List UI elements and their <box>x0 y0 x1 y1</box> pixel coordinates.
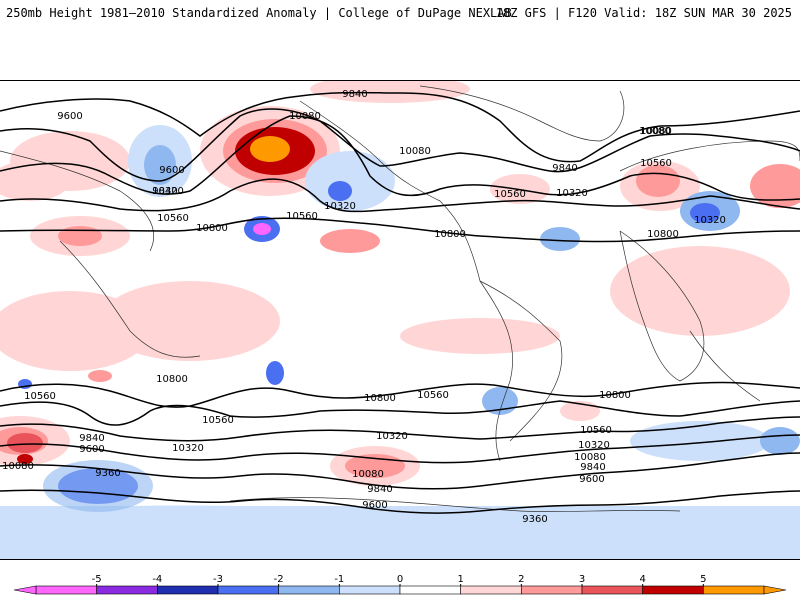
contour-label: 10560 <box>286 211 318 222</box>
height-contours <box>0 91 800 514</box>
contour-label: 9360 <box>522 514 547 525</box>
contour-label: 10560 <box>202 415 234 426</box>
contour-label: 9600 <box>159 165 184 176</box>
anomaly-shading <box>0 81 800 559</box>
contour-label: 10320 <box>556 188 588 199</box>
colorbar-segment <box>217 585 279 595</box>
colorbar-segment <box>339 585 401 595</box>
contour-label: 9600 <box>579 474 604 485</box>
colorbar-arrow-low <box>13 585 37 595</box>
contour-label: 10320 <box>694 215 726 226</box>
colorbar-tick-label: -4 <box>152 574 162 585</box>
contour-label: 10320 <box>578 440 610 451</box>
colorbar-segment <box>642 585 704 595</box>
anomaly-map: 9840 9600 10080 10080 9600 9840 10320 10… <box>0 81 800 559</box>
contour-label: 10560 <box>640 158 672 169</box>
contour-label: 10800 <box>156 374 188 385</box>
contour-label: 10080 <box>574 452 606 463</box>
contour-label: 10320 <box>172 443 204 454</box>
contour-label: 10800 <box>196 223 228 234</box>
colorbar-tick-label: 5 <box>700 574 706 585</box>
contour-label: 10560 <box>24 391 56 402</box>
contour-label: 10800 <box>364 393 396 404</box>
contour-label: 10080 <box>639 126 671 137</box>
contour-label: 9840 <box>342 89 367 100</box>
contour-label: 9840 <box>152 186 177 197</box>
colorbar-tick-label: -5 <box>92 574 102 585</box>
contour-label: 10560 <box>580 425 612 436</box>
contour-label: 10800 <box>599 390 631 401</box>
colorbar-segment <box>157 585 219 595</box>
contour-label: 10560 <box>157 213 189 224</box>
colorbar-segment <box>96 585 158 595</box>
colorbar-segment <box>581 585 643 595</box>
contour-label: 10320 <box>376 431 408 442</box>
colorbar-labels: -5 -4 -3 -2 -1 0 1 2 3 4 5 <box>92 574 707 585</box>
colorbar-segments <box>13 585 787 595</box>
model-run-label: 18Z GFS | F120 Valid: 18Z SUN MAR 30 202… <box>495 6 792 20</box>
contour-label: 10080 <box>399 146 431 157</box>
contour-label: 10080 <box>2 461 34 472</box>
colorbar-tick-label: 2 <box>518 574 524 585</box>
colorbar-tick-label: -1 <box>334 574 344 585</box>
anomaly-colorbar: -5 -4 -3 -2 -1 0 1 2 3 4 5 <box>0 572 800 600</box>
contour-label: 10320 <box>324 201 356 212</box>
contour-label: 10320 <box>152 186 184 197</box>
colorbar-tick-label: 4 <box>639 574 645 585</box>
contour-label: 9840 <box>79 433 104 444</box>
contour-label: 9840 <box>552 163 577 174</box>
contour-label: 10560 <box>417 390 449 401</box>
contour-label: 9840 <box>580 462 605 473</box>
colorbar-tick-label: -2 <box>274 574 284 585</box>
contour-label: 10800 <box>647 229 679 240</box>
map-title: 250mb Height 1981–2010 Standardized Anom… <box>6 6 512 20</box>
colorbar-arrow-high <box>763 585 787 595</box>
colorbar-ticks <box>96 584 704 586</box>
contour-label: 9360 <box>95 468 120 479</box>
contour-labels: 9840 9600 10080 10080 9600 9840 10320 10… <box>2 89 726 525</box>
contour-label: 10560 <box>494 189 526 200</box>
colorbar-svg: -5 -4 -3 -2 -1 0 1 2 3 4 5 <box>13 574 787 595</box>
colorbar-segment <box>35 585 97 595</box>
colorbar-segment <box>460 585 522 595</box>
contour-label: 9600 <box>362 500 387 511</box>
colorbar-tick-label: 3 <box>579 574 585 585</box>
contour-label: 10080 <box>352 469 384 480</box>
contour-label: 10080 <box>289 111 321 122</box>
contour-label: 9600 <box>57 111 82 122</box>
contour-label: 10800 <box>434 229 466 240</box>
contour-label: 9840 <box>367 484 392 495</box>
colorbar-tick-label: 1 <box>457 574 463 585</box>
colorbar-segment <box>278 585 340 595</box>
contour-label: 10080 <box>640 126 672 137</box>
colorbar-segment <box>703 585 765 595</box>
map-panel: 9840 9600 10080 10080 9600 9840 10320 10… <box>0 80 800 560</box>
colorbar-tick-label: -3 <box>213 574 223 585</box>
colorbar-segment <box>399 585 461 595</box>
colorbar-tick-label: 0 <box>397 574 403 585</box>
contour-label: 9600 <box>79 444 104 455</box>
colorbar-segment <box>521 585 583 595</box>
